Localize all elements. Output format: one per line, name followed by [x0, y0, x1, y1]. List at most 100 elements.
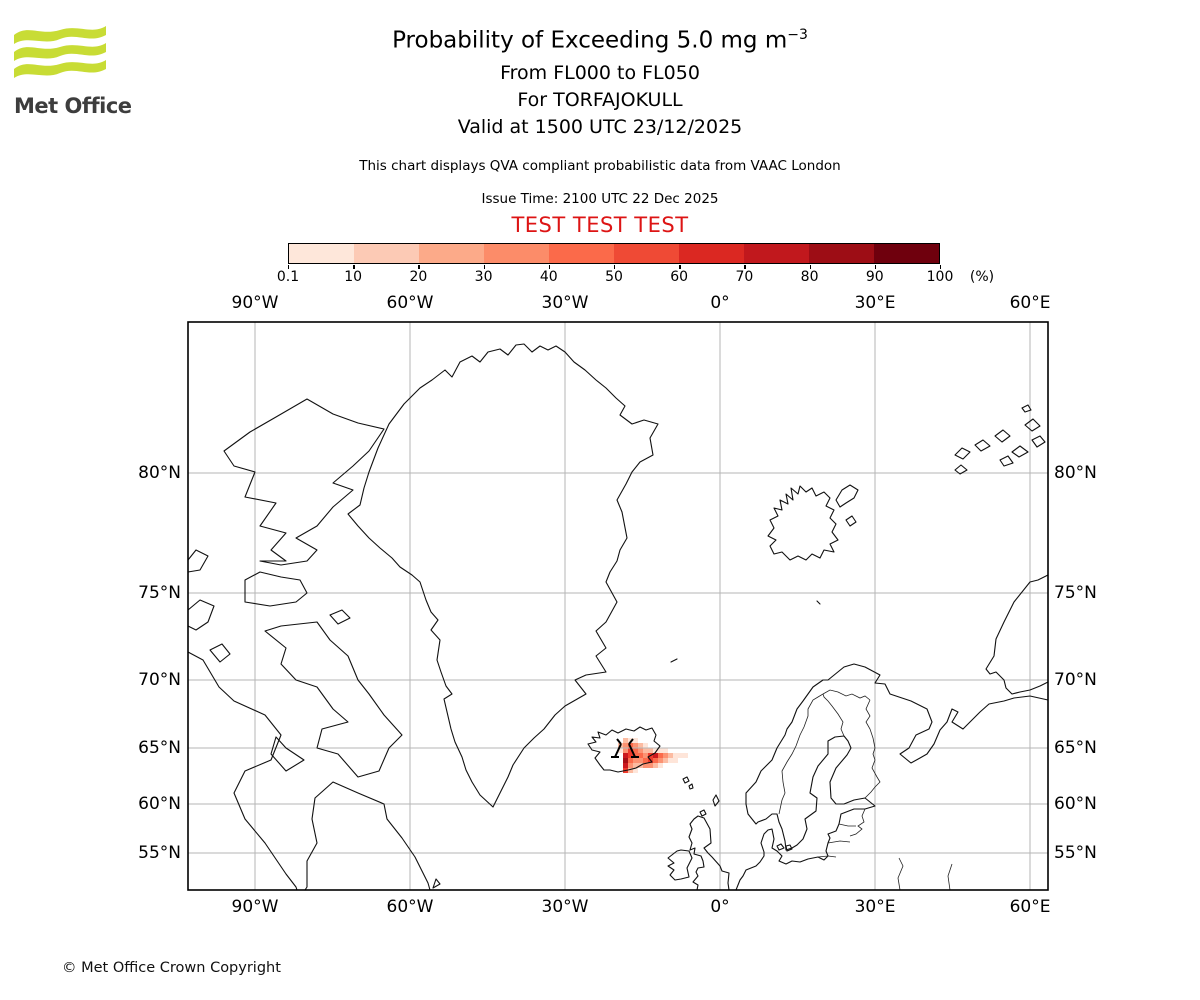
plume-cell — [653, 758, 658, 763]
coast-danish-islands — [776, 843, 793, 852]
plume-cell — [618, 748, 623, 753]
subtitle-flight-levels: From FL000 to FL050 — [500, 62, 700, 84]
colorbar-tick — [418, 265, 420, 269]
plume-cell — [623, 738, 628, 743]
coast-ellesmere — [223, 398, 385, 566]
colorbar-tick-label: 10 — [344, 269, 363, 285]
plume-cell — [623, 748, 628, 753]
plume-cell — [673, 753, 678, 758]
plume-cell — [628, 738, 633, 743]
coast-novaya-zemlya — [985, 574, 1049, 695]
plume-cell — [633, 748, 638, 753]
coast-baffin — [264, 621, 403, 778]
plume-cell — [668, 758, 673, 763]
plume-cell — [628, 758, 633, 763]
longitude-label: 60°W — [386, 293, 434, 313]
longitude-label: 0° — [710, 897, 730, 917]
issue-time: Issue Time: 2100 UTC 22 Dec 2025 — [481, 191, 719, 207]
longitude-label: 30°E — [854, 293, 896, 313]
colorbar-tick — [353, 265, 355, 269]
longitude-label: 60°E — [1009, 897, 1051, 917]
colorbar-tick-label: 80 — [800, 269, 819, 285]
plume-cell — [658, 758, 663, 763]
test-banner: TEST TEST TEST — [511, 213, 689, 237]
coast-ireland — [667, 849, 693, 881]
copyright-notice: © Met Office Crown Copyright — [62, 960, 281, 976]
plume-cell — [658, 763, 663, 768]
coast-canada-mainland — [187, 651, 441, 891]
latitude-label: 70°N — [138, 670, 181, 690]
plume-cell — [673, 758, 678, 763]
colorbar-tick — [679, 265, 681, 269]
latitude-label: 55°N — [138, 843, 181, 863]
colorbar-segment-3 — [484, 244, 549, 263]
plume-cell — [633, 738, 638, 743]
plume-cell — [663, 753, 668, 758]
plume-cell — [638, 753, 643, 758]
plume-cell — [678, 753, 683, 758]
coast-greenland — [347, 343, 659, 808]
latitude-label: 75°N — [138, 583, 181, 603]
plume-cell — [628, 748, 633, 753]
coast-franz-josef-land — [954, 404, 1046, 475]
latitude-label: 60°N — [1054, 794, 1097, 814]
colorbar-tick-label: 70 — [735, 269, 754, 285]
colorbar-segment-6 — [679, 244, 744, 263]
colorbar-tick — [288, 265, 290, 269]
country-borders — [778, 689, 953, 891]
page-title: Probability of Exceeding 5.0 mg m−3 — [0, 27, 1200, 54]
colorbar-tick-label: 60 — [670, 269, 689, 285]
colorbar-segment-7 — [744, 244, 809, 263]
colorbar-tick — [614, 265, 616, 269]
latitude-label: 55°N — [1054, 843, 1097, 863]
latitude-label: 65°N — [1054, 738, 1097, 758]
plume-cell — [653, 763, 658, 768]
longitude-label: 30°W — [541, 897, 589, 917]
colorbar-tick-label: 0.1 — [276, 269, 300, 285]
colorbar-tick — [483, 265, 485, 269]
longitude-label: 30°E — [854, 897, 896, 917]
plume-cell — [668, 753, 673, 758]
longitude-label: 90°W — [231, 293, 279, 313]
plume-cell — [643, 748, 648, 753]
plume-cell — [638, 748, 643, 753]
probability-colorbar — [288, 243, 940, 264]
longitude-label: 90°W — [231, 897, 279, 917]
plume-cell — [648, 748, 653, 753]
colorbar-tick-label: 100 — [926, 269, 954, 285]
colorbar-segment-1 — [354, 244, 419, 263]
colorbar-tick — [809, 265, 811, 269]
colorbar-tick — [940, 265, 942, 269]
plume-cell — [658, 753, 663, 758]
latitude-label: 75°N — [1054, 583, 1097, 603]
colorbar-tick — [548, 265, 551, 269]
subtitle-valid-time: Valid at 1500 UTC 23/12/2025 — [457, 116, 743, 138]
plume-cell — [658, 748, 663, 753]
volcano-marker-icon — [611, 738, 639, 758]
latitude-label: 60°N — [138, 794, 181, 814]
coast-arctic-islands — [187, 549, 351, 663]
plume-cell — [633, 763, 638, 768]
plume-cell — [643, 743, 648, 748]
plume-cell — [633, 753, 638, 758]
subtitle-volcano: For TORFAJOKULL — [517, 89, 683, 111]
colorbar-tick-label: 40 — [539, 269, 558, 285]
logo-wordmark: Met Office — [14, 94, 132, 118]
latitude-label: 65°N — [138, 738, 181, 758]
plume-cell — [638, 743, 643, 748]
met-office-waves-icon — [14, 26, 106, 78]
plume-cell — [633, 768, 638, 773]
plume-cell — [633, 743, 638, 748]
map-frame — [187, 321, 1049, 891]
coast-small-islands — [670, 600, 821, 817]
plume-cell — [663, 758, 668, 763]
longitude-label: 60°E — [1009, 293, 1051, 313]
coast-europe-mainland — [735, 663, 1049, 891]
plume-cell — [663, 748, 668, 753]
plume-cell — [653, 753, 658, 758]
colorbar-segment-0 — [289, 244, 354, 263]
colorbar-tick-label: 20 — [409, 269, 428, 285]
graticule — [188, 322, 1048, 890]
